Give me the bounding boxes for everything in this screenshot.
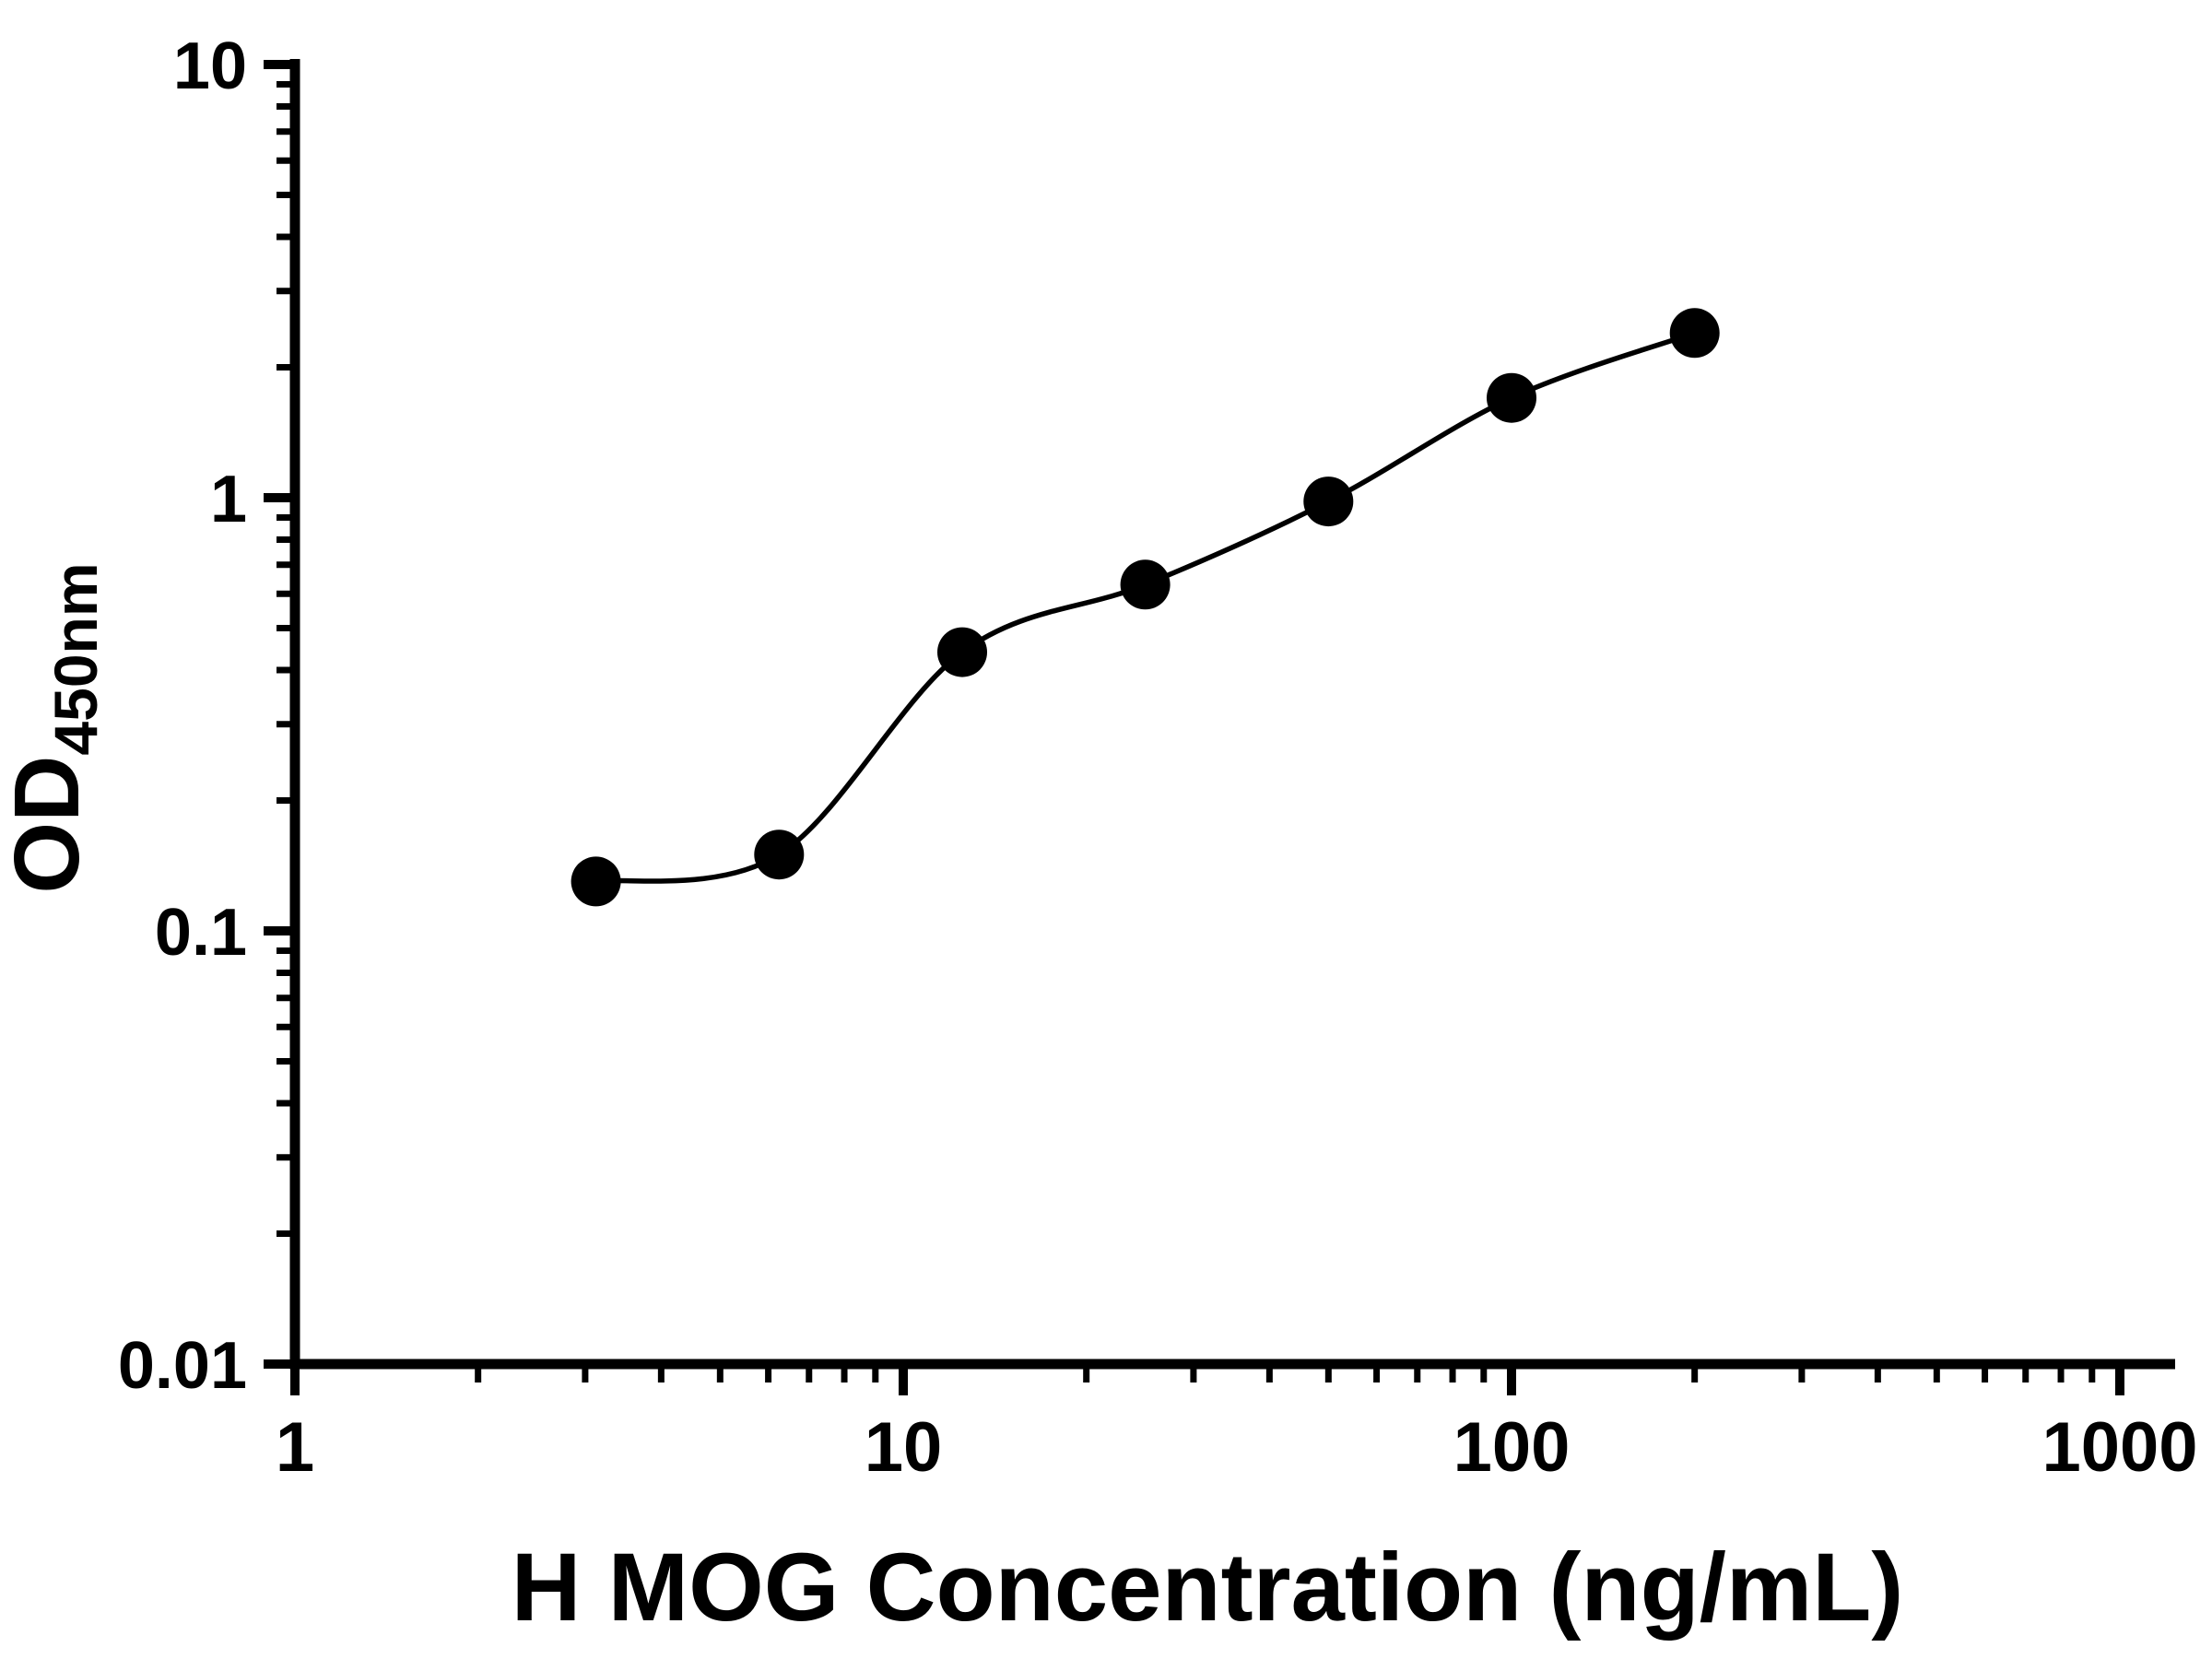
x-tick-label: 1 xyxy=(276,1408,314,1487)
y-axis-title-subscript: 450nm xyxy=(41,562,110,755)
data-point xyxy=(937,627,987,677)
y-tick-label: 10 xyxy=(173,29,247,103)
y-axis-title-main: OD xyxy=(0,756,99,894)
y-axis-title: OD450nm xyxy=(0,562,110,893)
data-point xyxy=(1669,308,1720,359)
data-point xyxy=(1120,559,1171,610)
axes-layer xyxy=(289,59,2175,1370)
tick-layer: 10 1 0.1 0.01 1 10 100 1000 xyxy=(118,29,2198,1487)
y-tick-label: 0.01 xyxy=(118,1329,247,1403)
x-tick-label: 1000 xyxy=(2041,1408,2197,1487)
y-tick-label: 1 xyxy=(210,463,247,536)
x-axis-title: H MOG Concentration (ng/mL) xyxy=(512,1534,1904,1641)
x-tick-label: 100 xyxy=(1453,1408,1571,1487)
data-point xyxy=(571,856,621,907)
series-layer xyxy=(571,308,1720,907)
x-tick-label: 10 xyxy=(865,1408,943,1487)
data-point xyxy=(1487,372,1536,423)
y-tick-label: 0.1 xyxy=(155,896,247,970)
axes-spine xyxy=(289,59,2175,1370)
data-point xyxy=(754,830,805,880)
data-point xyxy=(1303,477,1354,527)
